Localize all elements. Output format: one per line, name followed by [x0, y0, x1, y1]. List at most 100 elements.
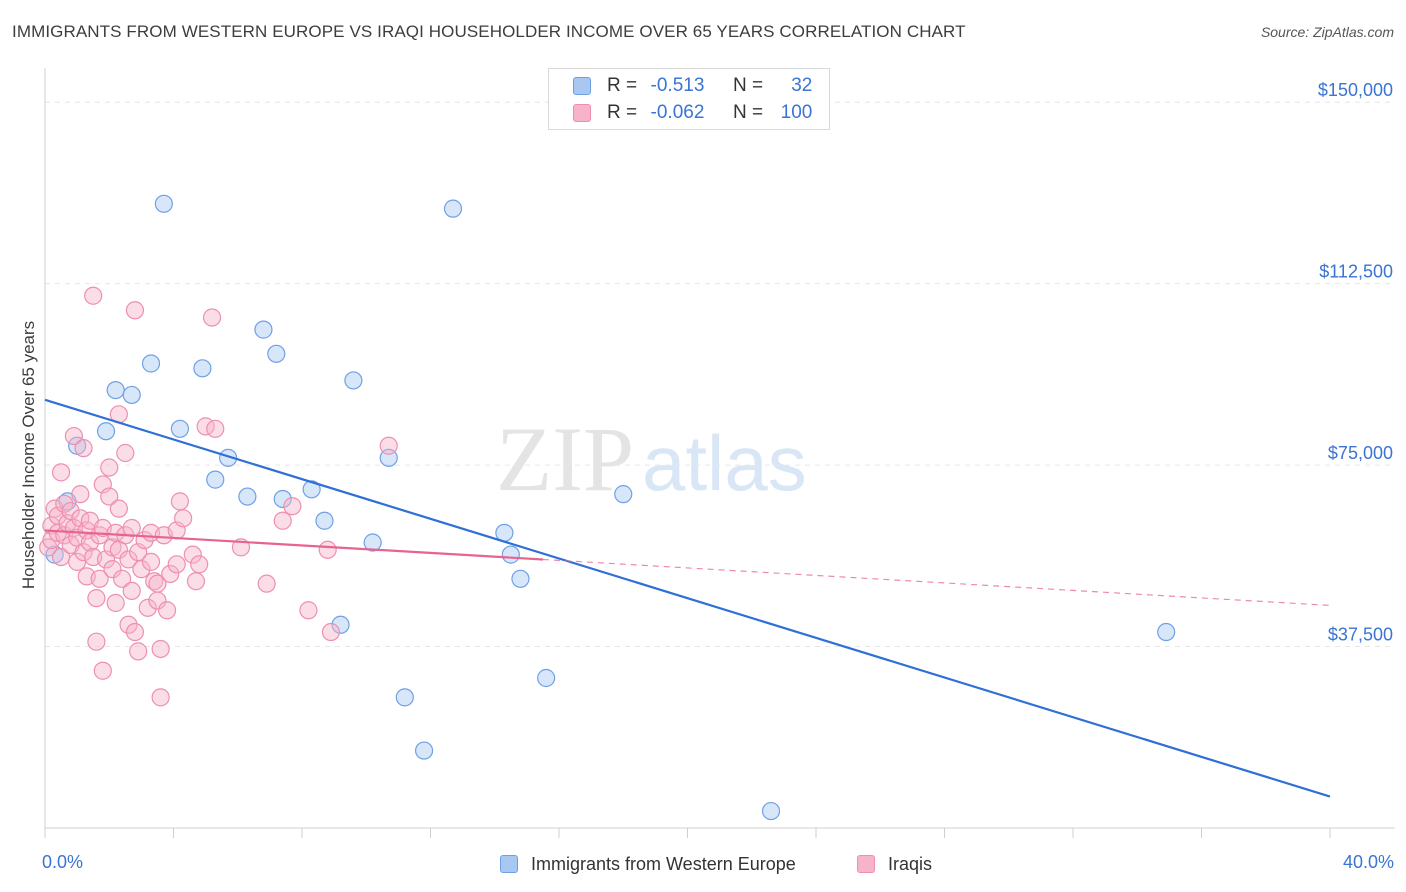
data-point-iraqis [116, 443, 135, 463]
data-point-iraqis [283, 497, 302, 516]
data-point-iraqis [109, 499, 128, 518]
data-point-iraqis [55, 494, 74, 513]
r-value: -0.513 [650, 75, 705, 96]
data-point-iraqis [103, 560, 122, 579]
data-point-iraqis [129, 642, 148, 661]
chart-title: IMMIGRANTS FROM WESTERN EUROPE VS IRAQI … [12, 22, 966, 41]
data-point-western-europe [273, 489, 292, 509]
data-point-western-europe [443, 199, 463, 218]
data-point-western-europe [501, 545, 520, 564]
legend-swatch-iraqis [573, 104, 591, 122]
legend-item-western-europe[interactable]: Immigrants from Western Europe [500, 851, 796, 877]
watermark-atlas: atlas [642, 419, 807, 507]
zipatlas-watermark: ZIP atlas [496, 408, 807, 510]
data-point-iraqis [170, 492, 190, 511]
data-point-iraqis [379, 436, 398, 455]
data-point-western-europe [315, 511, 334, 530]
n-value: 100 [780, 102, 813, 123]
data-point-iraqis [186, 572, 206, 591]
data-point-iraqis [161, 564, 180, 584]
data-point-iraqis [273, 511, 292, 530]
n-value: 32 [791, 75, 813, 96]
n-label: N = [732, 102, 764, 123]
data-point-western-europe [302, 480, 321, 499]
data-point-western-europe [238, 487, 257, 506]
data-point-western-europe [331, 615, 350, 634]
stats-legend: R = -0.513 N = 32 R = -0.062 N = 100 [548, 68, 830, 130]
data-point-iraqis [119, 615, 138, 634]
legend-item-iraqis[interactable]: Iraqis [857, 851, 932, 877]
data-point-western-europe [267, 344, 286, 363]
data-point-iraqis [112, 569, 132, 588]
n-label: N = [732, 75, 764, 96]
data-point-iraqis [318, 540, 337, 559]
y-tick-label: $37,500 [1328, 625, 1393, 645]
legend-swatch-iraqis [857, 855, 875, 873]
data-point-western-europe [537, 668, 556, 688]
x-tick-label-min: 0.0% [42, 852, 84, 872]
data-point-iraqis [84, 286, 103, 305]
data-point-iraqis [74, 543, 93, 562]
data-point-western-europe [141, 354, 161, 373]
data-point-iraqis [51, 463, 71, 482]
data-point-iraqis [174, 509, 193, 528]
data-point-iraqis [138, 598, 157, 617]
legend-label-western-europe: Immigrants from Western Europe [531, 854, 796, 874]
data-point-western-europe [511, 569, 530, 588]
data-point-western-europe [193, 359, 212, 378]
data-point-iraqis [299, 601, 318, 620]
legend-label-iraqis: Iraqis [888, 854, 933, 874]
data-point-western-europe [96, 422, 116, 441]
legend-swatch-western-europe [500, 855, 518, 873]
r-value: -0.062 [650, 102, 705, 123]
data-point-iraqis [64, 426, 84, 446]
data-point-iraqis [321, 622, 341, 642]
r-label: R = [607, 102, 638, 123]
y-tick-label: $150,000 [1318, 80, 1393, 100]
legend-swatch-western-europe [573, 77, 591, 95]
trend-line-iraqis-extension [542, 558, 1331, 607]
data-point-western-europe [363, 533, 382, 552]
data-point-iraqis [125, 622, 145, 642]
data-point-iraqis [141, 552, 161, 571]
trend-line-western-europe [44, 398, 1331, 798]
data-point-iraqis [87, 589, 106, 608]
data-point-iraqis [93, 661, 112, 680]
data-point-western-europe [122, 385, 141, 405]
data-point-western-europe [414, 741, 434, 760]
data-point-iraqis [122, 518, 141, 538]
data-point-iraqis [183, 545, 202, 564]
data-point-western-europe [170, 419, 190, 438]
data-point-iraqis [202, 308, 222, 327]
data-point-iraqis [132, 560, 151, 579]
watermark-zip: ZIP [496, 408, 634, 510]
data-point-iraqis [100, 487, 119, 506]
source-credit: Source: ZipAtlas.com [1260, 24, 1394, 40]
data-point-western-europe [106, 380, 125, 400]
data-point-iraqis [190, 555, 209, 574]
r-label: R = [607, 75, 638, 96]
data-point-iraqis [100, 458, 119, 477]
data-point-western-europe [254, 320, 273, 339]
x-tick-label-max: 40.0% [1342, 852, 1394, 872]
data-point-iraqis [125, 301, 145, 320]
data-point-western-europe [1157, 622, 1176, 642]
y-tick-label: $75,000 [1328, 443, 1393, 463]
data-point-iraqis [151, 688, 170, 707]
data-point-iraqis [157, 601, 177, 620]
y-tick-label: $112,500 [1319, 262, 1393, 282]
data-point-iraqis [119, 550, 138, 569]
data-point-western-europe [761, 801, 781, 821]
data-point-iraqis [106, 593, 125, 613]
data-point-iraqis [148, 591, 167, 610]
data-point-iraqis [74, 439, 93, 458]
data-point-iraqis [206, 419, 225, 438]
data-point-iraqis [257, 574, 276, 593]
data-point-iraqis [151, 639, 170, 659]
data-point-western-europe [395, 688, 414, 707]
data-point-western-europe [154, 194, 173, 213]
data-point-iraqis [145, 572, 164, 591]
data-point-iraqis [167, 555, 186, 574]
data-point-western-europe [206, 470, 225, 489]
